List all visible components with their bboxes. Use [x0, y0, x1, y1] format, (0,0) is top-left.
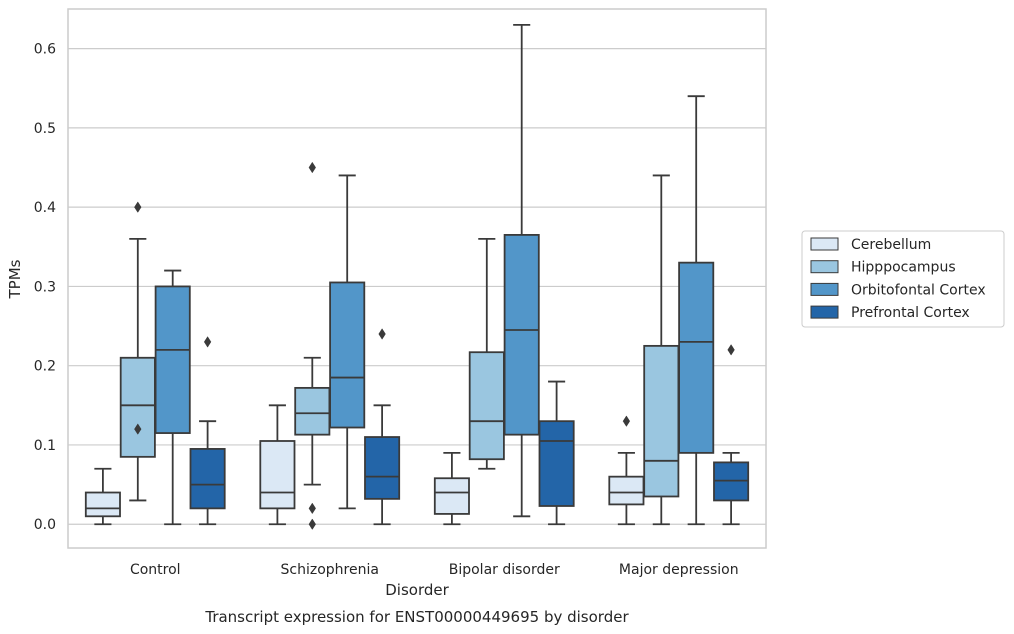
legend-label: Orbitofontal Cortex: [851, 282, 986, 298]
box-1-2: [329, 174, 366, 510]
legend-swatch: [810, 282, 839, 296]
box-iqr: [468, 351, 505, 461]
plot-frame: [67, 8, 767, 549]
y-axis-ticks: 0.0 0.1 0.2 0.3 0.4 0.5 0.6: [34, 42, 56, 534]
y-tick-label: 0.3: [34, 279, 56, 295]
box-iqr: [154, 285, 191, 434]
box-3-2: [678, 95, 715, 526]
box-1-3: [364, 328, 401, 526]
outlier-point: [622, 415, 631, 427]
box-series: [84, 23, 750, 530]
x-tick-label: Schizophrenia: [281, 562, 379, 578]
box-iqr: [643, 344, 680, 498]
y-tick-label: 0.6: [34, 42, 56, 58]
outlier-point: [134, 423, 142, 435]
legend-label: Hipppocampus: [851, 260, 956, 276]
x-tick-label: Bipolar disorder: [449, 562, 560, 578]
chart-caption: Transcript expression for ENST0000044969…: [204, 608, 629, 626]
legend-label: Prefrontal Cortex: [851, 305, 970, 321]
box-0-3: [189, 336, 226, 526]
box-iqr: [329, 281, 366, 429]
box-iqr: [259, 440, 296, 510]
outlier-point: [308, 518, 316, 530]
box-2-1: [468, 237, 505, 470]
box-iqr: [538, 420, 575, 507]
box-iqr: [364, 436, 401, 500]
y-tick-label: 0.5: [34, 121, 56, 137]
box-iqr: [119, 356, 156, 458]
y-axis-title: TPMs: [6, 259, 24, 299]
box-0-0: [84, 467, 121, 526]
box-2-0: [433, 451, 470, 526]
box-iqr: [433, 477, 470, 515]
legend-label: Cerebellum: [851, 237, 931, 253]
box-iqr: [608, 475, 645, 506]
box-2-2: [503, 23, 540, 518]
box-3-3: [713, 344, 750, 526]
y-tick-label: 0.2: [34, 359, 56, 375]
box-iqr: [678, 261, 715, 454]
legend-frame: [801, 230, 1005, 328]
box-0-1: [119, 201, 156, 502]
x-tick-label: Control: [130, 562, 181, 578]
legend-swatch: [810, 237, 839, 251]
box-iqr: [189, 448, 226, 510]
x-tick-label: Major depression: [619, 562, 739, 578]
outlier-point: [727, 344, 735, 356]
legend-swatch: [810, 305, 839, 319]
outlier-point: [134, 201, 142, 213]
legend-items: Cerebellum Hipppocampus Orbitofontal Corte…: [810, 237, 986, 321]
outlier-point: [308, 161, 316, 174]
box-2-3: [538, 380, 575, 526]
legend-swatch: [810, 260, 839, 274]
outlier-point: [308, 502, 316, 515]
outlier-point: [378, 328, 386, 340]
legend: Cerebellum Hipppocampus Orbitofontal Corte…: [801, 230, 1005, 328]
x-axis-title: Disorder: [385, 581, 449, 599]
y-tick-label: 0.4: [34, 200, 56, 216]
outlier-point: [203, 336, 212, 348]
box-3-0: [608, 415, 645, 526]
x-axis-ticks: Control Schizophrenia Bipolar disorder Majo…: [130, 562, 739, 578]
y-tick-label: 0.1: [34, 438, 56, 454]
box-iqr: [503, 234, 540, 436]
y-tick-label: 0.0: [34, 517, 56, 533]
box-iqr: [84, 491, 121, 518]
box-1-0: [259, 404, 296, 526]
box-3-1: [643, 174, 680, 526]
box-0-2: [154, 269, 191, 526]
box-1-1: [294, 161, 331, 530]
box-iqr: [294, 386, 331, 436]
